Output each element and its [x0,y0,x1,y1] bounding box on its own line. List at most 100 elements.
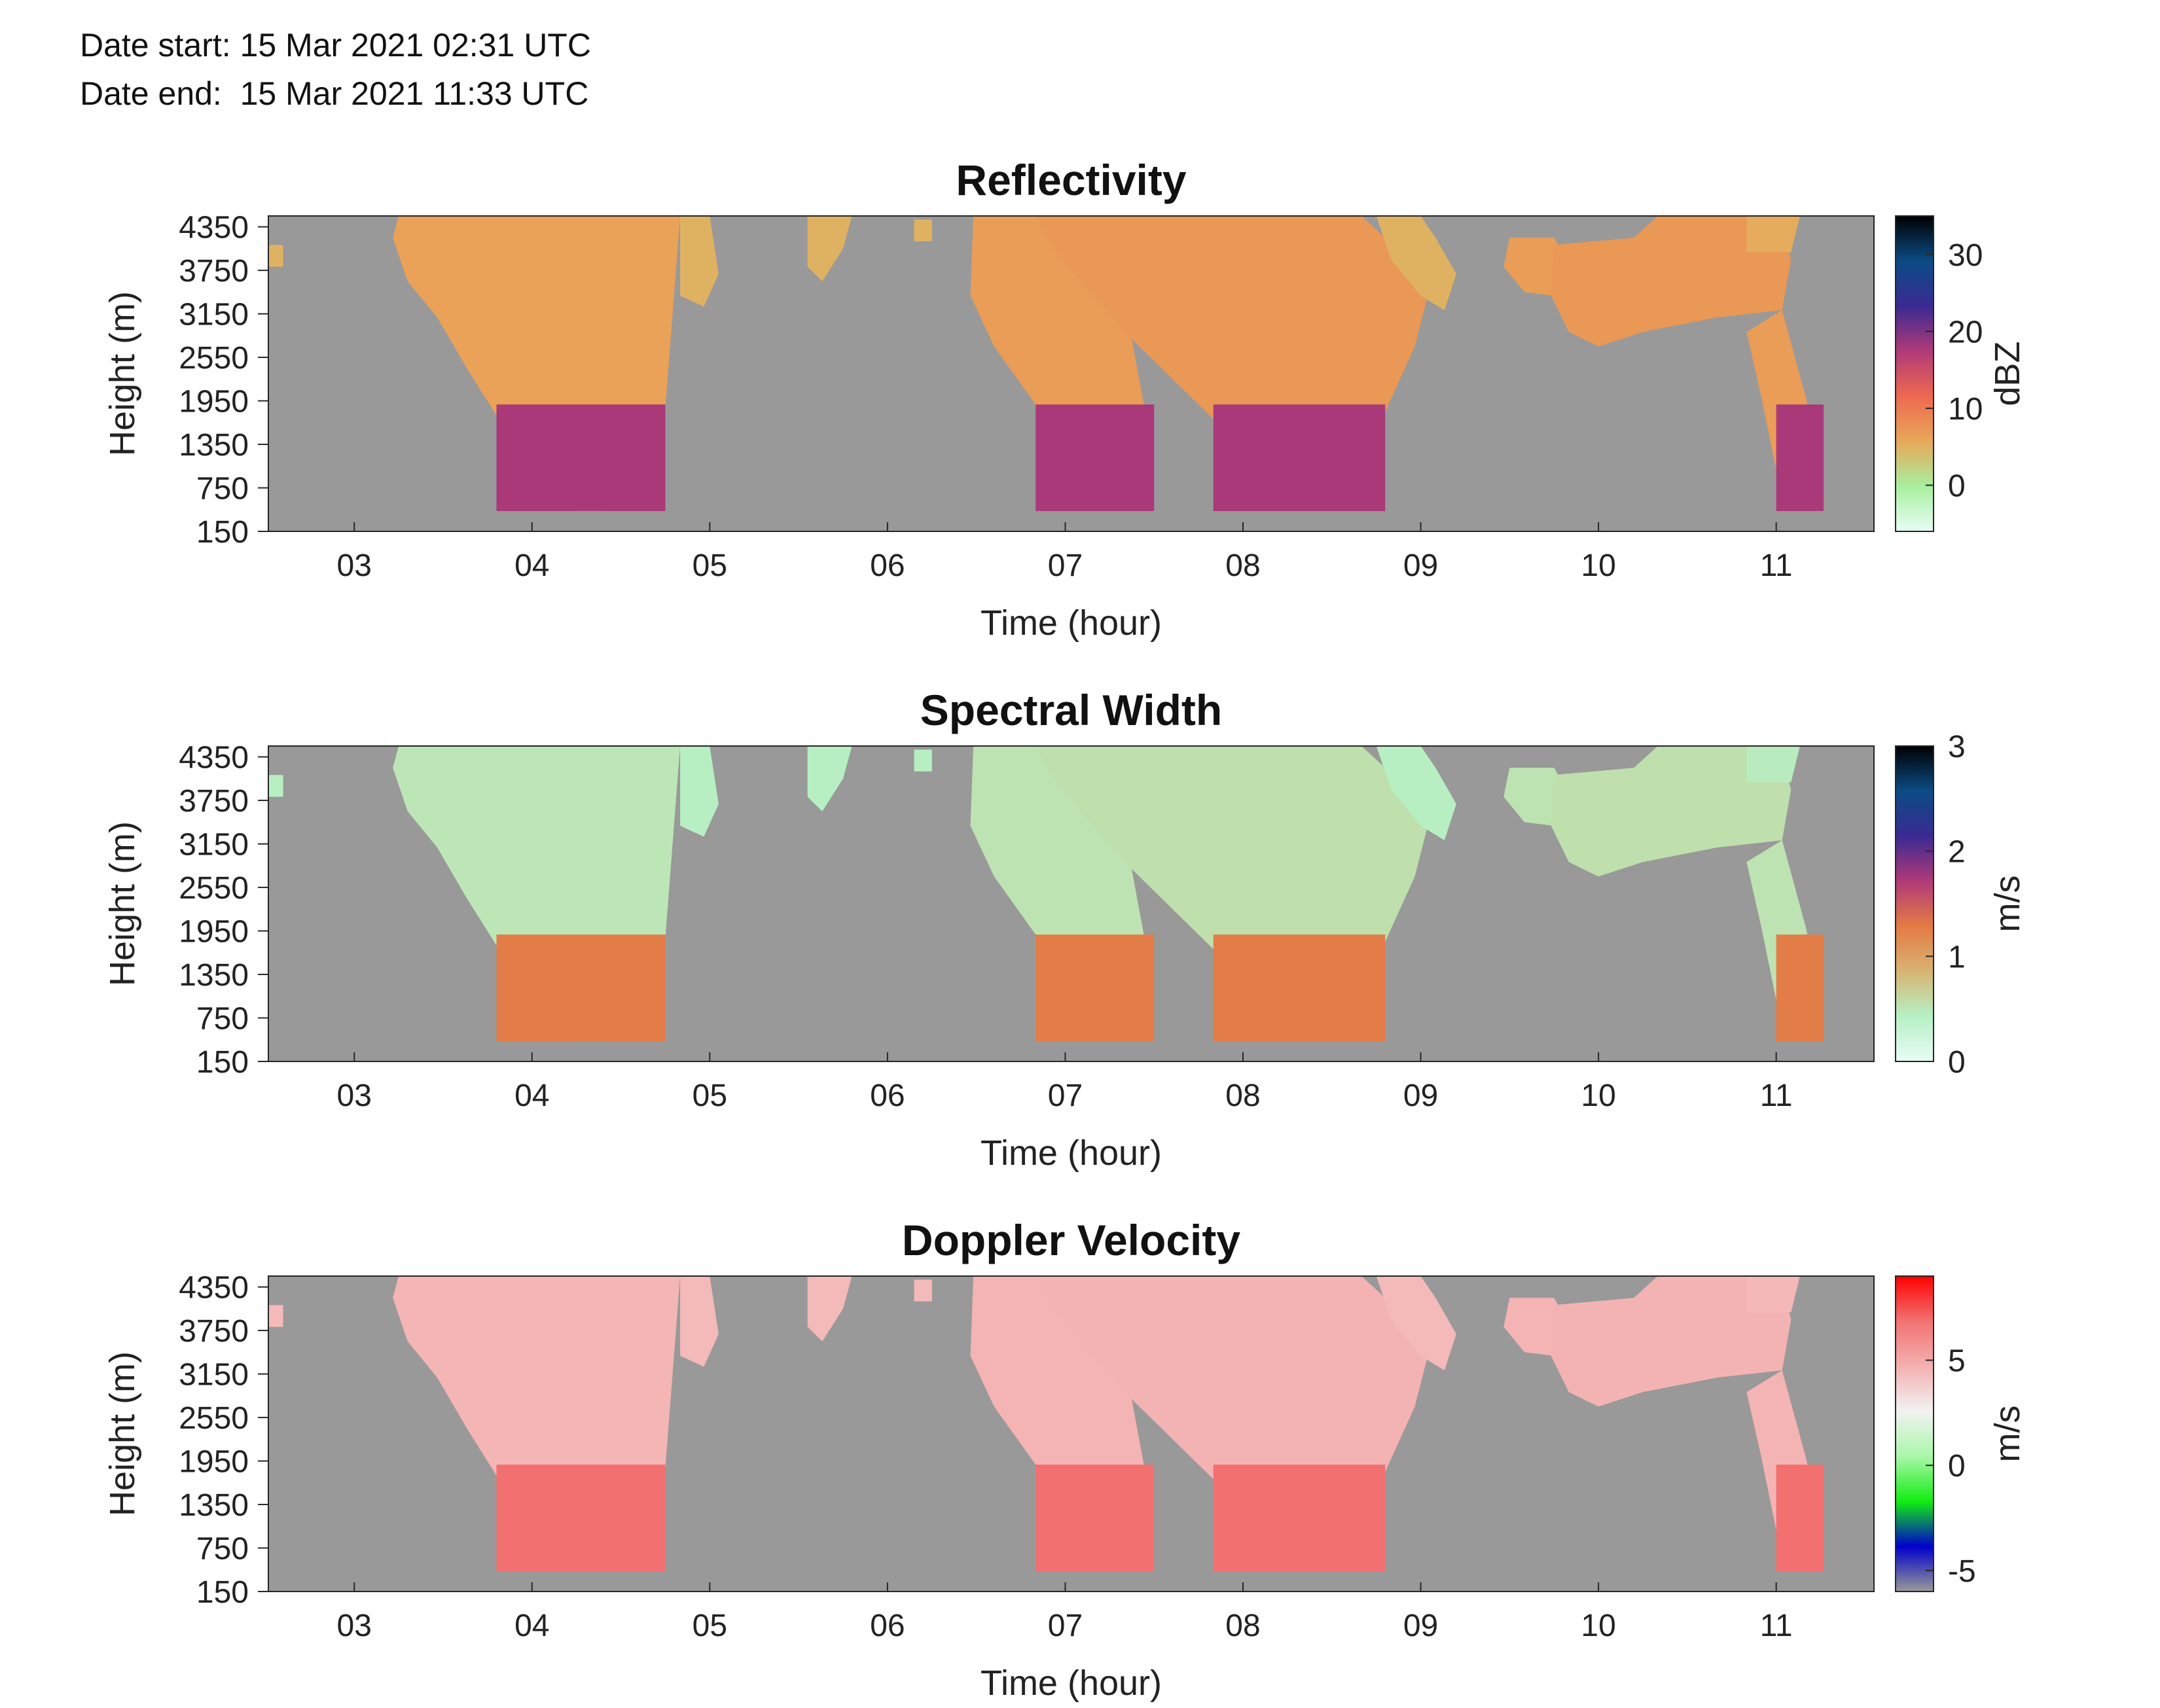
colorbar-tick-label: 3 [1948,730,1966,764]
x-tick-label: 05 [693,548,727,583]
echo-region [1551,1276,1791,1407]
colorbar-label: dBZ [1988,341,2027,406]
y-tick-label: 1950 [179,385,249,419]
y-tick-label: 4350 [179,1271,249,1306]
panel-1: 03 04 05 06 07 08 09 10 11 150 750 1350 1950 2550 3150… [103,156,2027,643]
colorbar-tick-label: 2 [1948,835,1966,870]
echo-region [807,746,852,811]
echo-region [268,245,283,267]
echo-region [1746,1276,1800,1313]
colorbar-label: m/s [1988,876,2027,933]
x-axis-label: Time (hour) [981,1133,1162,1173]
x-axis-label: Time (hour) [981,1664,1162,1703]
colorbar [1895,745,1934,1062]
panel-3: 03 04 05 06 07 08 09 10 111507501350195025503150… [103,1216,2027,1703]
x-tick-label: 07 [1048,548,1083,583]
x-tick-label: 03 [337,1609,372,1643]
axes-frame [268,215,1875,532]
x-tick-label: 04 [514,548,549,583]
echo-region [1746,746,1800,783]
echo-lower-layer [1776,1465,1824,1571]
echo-region [914,749,932,772]
colorbar-label: m/s [1988,1406,2027,1463]
x-tick-label: 04 [514,1078,549,1113]
echo-lower-layer [1213,934,1386,1041]
x-tick-label: 10 [1581,548,1615,583]
y-tick-label: 1350 [179,1488,249,1523]
colorbar-tick-label: 5 [1948,1344,1966,1379]
colorbar-tick-label: 0 [1948,469,1966,503]
y-axis-label: Height (m) [103,291,142,456]
y-tick-label: 3150 [179,828,249,863]
x-tick-label: 04 [514,1609,549,1643]
x-tick-label: 10 [1581,1609,1615,1643]
panel-2: 03 04 05 06 07 08 09 10 111507501350195025503150… [103,686,2027,1173]
y-tick-label: 150 [196,1575,249,1610]
y-tick-label: 150 [196,1045,249,1080]
y-tick-label: 1350 [179,428,249,463]
x-tick-label: 09 [1403,1609,1438,1643]
x-tick-label: 07 [1048,1609,1083,1643]
x-tick-label: 07 [1048,1078,1083,1113]
y-tick-label: 750 [196,1532,249,1567]
echo-lower-layer [1213,404,1386,511]
y-tick-label: 150 [196,515,249,550]
echo-region [914,1279,932,1302]
echo-region [680,746,719,837]
x-tick-label: 09 [1403,1078,1438,1113]
y-tick-label: 1350 [179,958,249,993]
date-end-label: Date end: [80,75,222,112]
x-tick-label: 06 [870,548,905,583]
echo-field [268,216,1824,511]
x-tick-label: 03 [337,1078,372,1113]
panel-title: Doppler Velocity [902,1216,1240,1264]
x-tick-label: 06 [870,1609,905,1643]
echo-region [1376,216,1456,310]
x-tick-label: 06 [870,1078,905,1113]
echo-region [1376,1276,1456,1370]
y-tick-label: 750 [196,472,249,507]
echo-region [807,1276,852,1342]
echo-region [914,219,932,241]
echo-lower-layer [1035,1465,1155,1571]
y-tick-label: 3750 [179,784,249,819]
x-tick-label: 09 [1403,548,1438,583]
echo-region [680,1276,719,1367]
y-tick-label: 4350 [179,211,249,245]
colorbar-tick-label: 30 [1948,238,1983,273]
echo-field [268,746,1824,1041]
date-end-line: Date end: 15 Mar 2021 11:33 UTC [80,75,588,113]
y-tick-label: 2550 [179,871,249,906]
colorbar-tick-label: 20 [1948,315,1983,349]
date-start-line: Date start: 15 Mar 2021 02:31 UTC [80,26,591,64]
y-tick-label: 1950 [179,1445,249,1480]
y-tick-label: 1950 [179,915,249,950]
x-tick-label: 10 [1581,1078,1615,1113]
y-tick-label: 3150 [179,1358,249,1393]
colorbar-tick-label: 0 [1948,1045,1966,1080]
x-tick-label: 11 [1760,1078,1793,1113]
y-tick-label: 3150 [179,298,249,332]
x-axis-label: Time (hour) [981,603,1162,643]
colorbar-tick-label: 1 [1948,940,1966,974]
date-end-value: 15 Mar 2021 11:33 UTC [240,75,589,112]
x-tick-label: 08 [1225,1609,1260,1643]
echo-lower-layer [496,1465,666,1571]
colorbar [1895,1275,1934,1592]
x-tick-label: 11 [1760,1609,1793,1643]
x-tick-label: 05 [693,1078,727,1113]
echo-region [1551,216,1791,347]
colorbar-tick-label: 10 [1948,392,1983,427]
y-tick-label: 2550 [179,341,249,376]
echo-field [268,1276,1824,1571]
echo-region [268,1305,283,1327]
panel-title: Spectral Width [920,686,1222,734]
echo-lower-layer [1776,404,1824,511]
echo-lower-layer [496,934,666,1041]
panel-title: Reflectivity [956,156,1186,204]
echo-region [1551,746,1791,877]
x-tick-label: 08 [1225,1078,1260,1113]
echo-lower-layer [496,404,666,511]
echo-region [268,775,283,797]
